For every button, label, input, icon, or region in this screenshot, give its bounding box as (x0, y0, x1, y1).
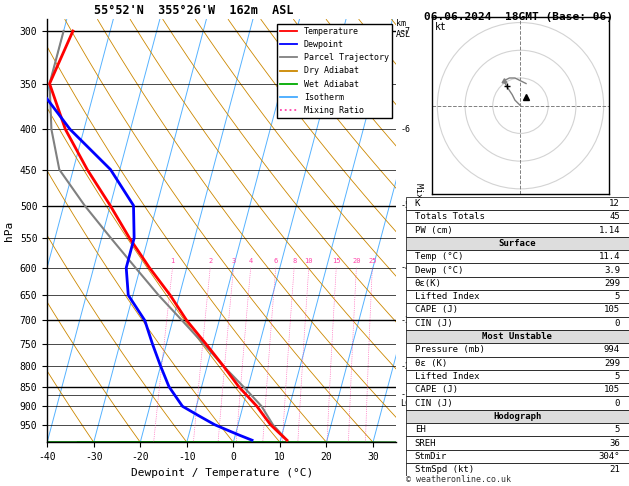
Text: kt: kt (435, 22, 447, 33)
Text: 0: 0 (615, 319, 620, 328)
Text: 45: 45 (610, 212, 620, 221)
Text: 5: 5 (615, 292, 620, 301)
Text: Mixing Ratio (g/kg): Mixing Ratio (g/kg) (415, 183, 423, 278)
Text: 15: 15 (332, 258, 340, 263)
Bar (406, 303, 629, 316)
Text: 21: 21 (610, 465, 620, 474)
Text: K: K (415, 199, 420, 208)
Text: EH: EH (415, 425, 425, 434)
Bar (406, 343, 629, 357)
Text: θε (K): θε (K) (415, 359, 447, 368)
Text: θε(K): θε(K) (415, 279, 442, 288)
Text: -3: -3 (401, 316, 411, 325)
Text: 304°: 304° (599, 452, 620, 461)
Legend: Temperature, Dewpoint, Parcel Trajectory, Dry Adiabat, Wet Adiabat, Isotherm, Mi: Temperature, Dewpoint, Parcel Trajectory… (277, 24, 392, 118)
Text: StmDir: StmDir (415, 452, 447, 461)
Text: 55°52'N  355°26'W  162m  ASL: 55°52'N 355°26'W 162m ASL (94, 4, 294, 17)
Text: 2: 2 (208, 258, 213, 263)
Bar (406, 250, 629, 263)
Text: Totals Totals: Totals Totals (415, 212, 484, 221)
Text: -2: -2 (401, 362, 411, 370)
Text: 105: 105 (604, 305, 620, 314)
Text: 10: 10 (304, 258, 313, 263)
Text: 11.4: 11.4 (599, 252, 620, 261)
Text: 4: 4 (248, 258, 253, 263)
Bar (406, 197, 629, 210)
Bar (406, 397, 629, 410)
Text: 994: 994 (604, 346, 620, 354)
Text: 20: 20 (352, 258, 360, 263)
Text: -5: -5 (401, 201, 411, 210)
Bar (406, 463, 629, 476)
Text: CAPE (J): CAPE (J) (415, 385, 458, 394)
Bar (406, 370, 629, 383)
Text: -4: -4 (401, 263, 411, 272)
Text: CIN (J): CIN (J) (415, 399, 452, 408)
Bar (406, 237, 629, 250)
X-axis label: Dewpoint / Temperature (°C): Dewpoint / Temperature (°C) (131, 468, 313, 478)
Text: Pressure (mb): Pressure (mb) (415, 346, 484, 354)
Text: 12: 12 (610, 199, 620, 208)
Text: Dewp (°C): Dewp (°C) (415, 265, 463, 275)
Text: 5: 5 (615, 425, 620, 434)
Text: -7: -7 (401, 27, 411, 35)
Bar (406, 383, 629, 397)
Bar (406, 410, 629, 423)
Text: 8: 8 (292, 258, 296, 263)
Text: 3.9: 3.9 (604, 265, 620, 275)
Text: Lifted Index: Lifted Index (415, 292, 479, 301)
Y-axis label: hPa: hPa (4, 221, 14, 241)
Bar (406, 330, 629, 343)
Text: 3: 3 (231, 258, 236, 263)
Text: -1: -1 (401, 390, 411, 399)
Bar (406, 224, 629, 237)
Text: © weatheronline.co.uk: © weatheronline.co.uk (406, 474, 511, 484)
Text: 1: 1 (170, 258, 175, 263)
Text: Hodograph: Hodograph (493, 412, 542, 421)
Text: CIN (J): CIN (J) (415, 319, 452, 328)
Text: 299: 299 (604, 279, 620, 288)
Bar (406, 357, 629, 370)
Text: LCL: LCL (401, 399, 416, 408)
Text: 36: 36 (610, 438, 620, 448)
Bar (406, 316, 629, 330)
Text: Surface: Surface (499, 239, 536, 248)
Text: Temp (°C): Temp (°C) (415, 252, 463, 261)
Bar (406, 450, 629, 463)
Bar (406, 263, 629, 277)
Text: 0: 0 (615, 399, 620, 408)
Text: SREH: SREH (415, 438, 436, 448)
Text: StmSpd (kt): StmSpd (kt) (415, 465, 474, 474)
Text: Lifted Index: Lifted Index (415, 372, 479, 381)
Text: km
ASL: km ASL (396, 19, 411, 39)
Text: -6: -6 (401, 125, 411, 134)
Text: Most Unstable: Most Unstable (482, 332, 552, 341)
Text: 105: 105 (604, 385, 620, 394)
Bar (406, 277, 629, 290)
Bar (406, 423, 629, 436)
Text: 5: 5 (615, 372, 620, 381)
Bar (406, 210, 629, 224)
Text: 25: 25 (368, 258, 377, 263)
Bar (406, 290, 629, 303)
Text: 06.06.2024  18GMT (Base: 06): 06.06.2024 18GMT (Base: 06) (425, 12, 613, 22)
Text: CAPE (J): CAPE (J) (415, 305, 458, 314)
Text: 299: 299 (604, 359, 620, 368)
Bar (406, 436, 629, 450)
Text: 6: 6 (274, 258, 278, 263)
Text: 1.14: 1.14 (599, 226, 620, 235)
Text: PW (cm): PW (cm) (415, 226, 452, 235)
